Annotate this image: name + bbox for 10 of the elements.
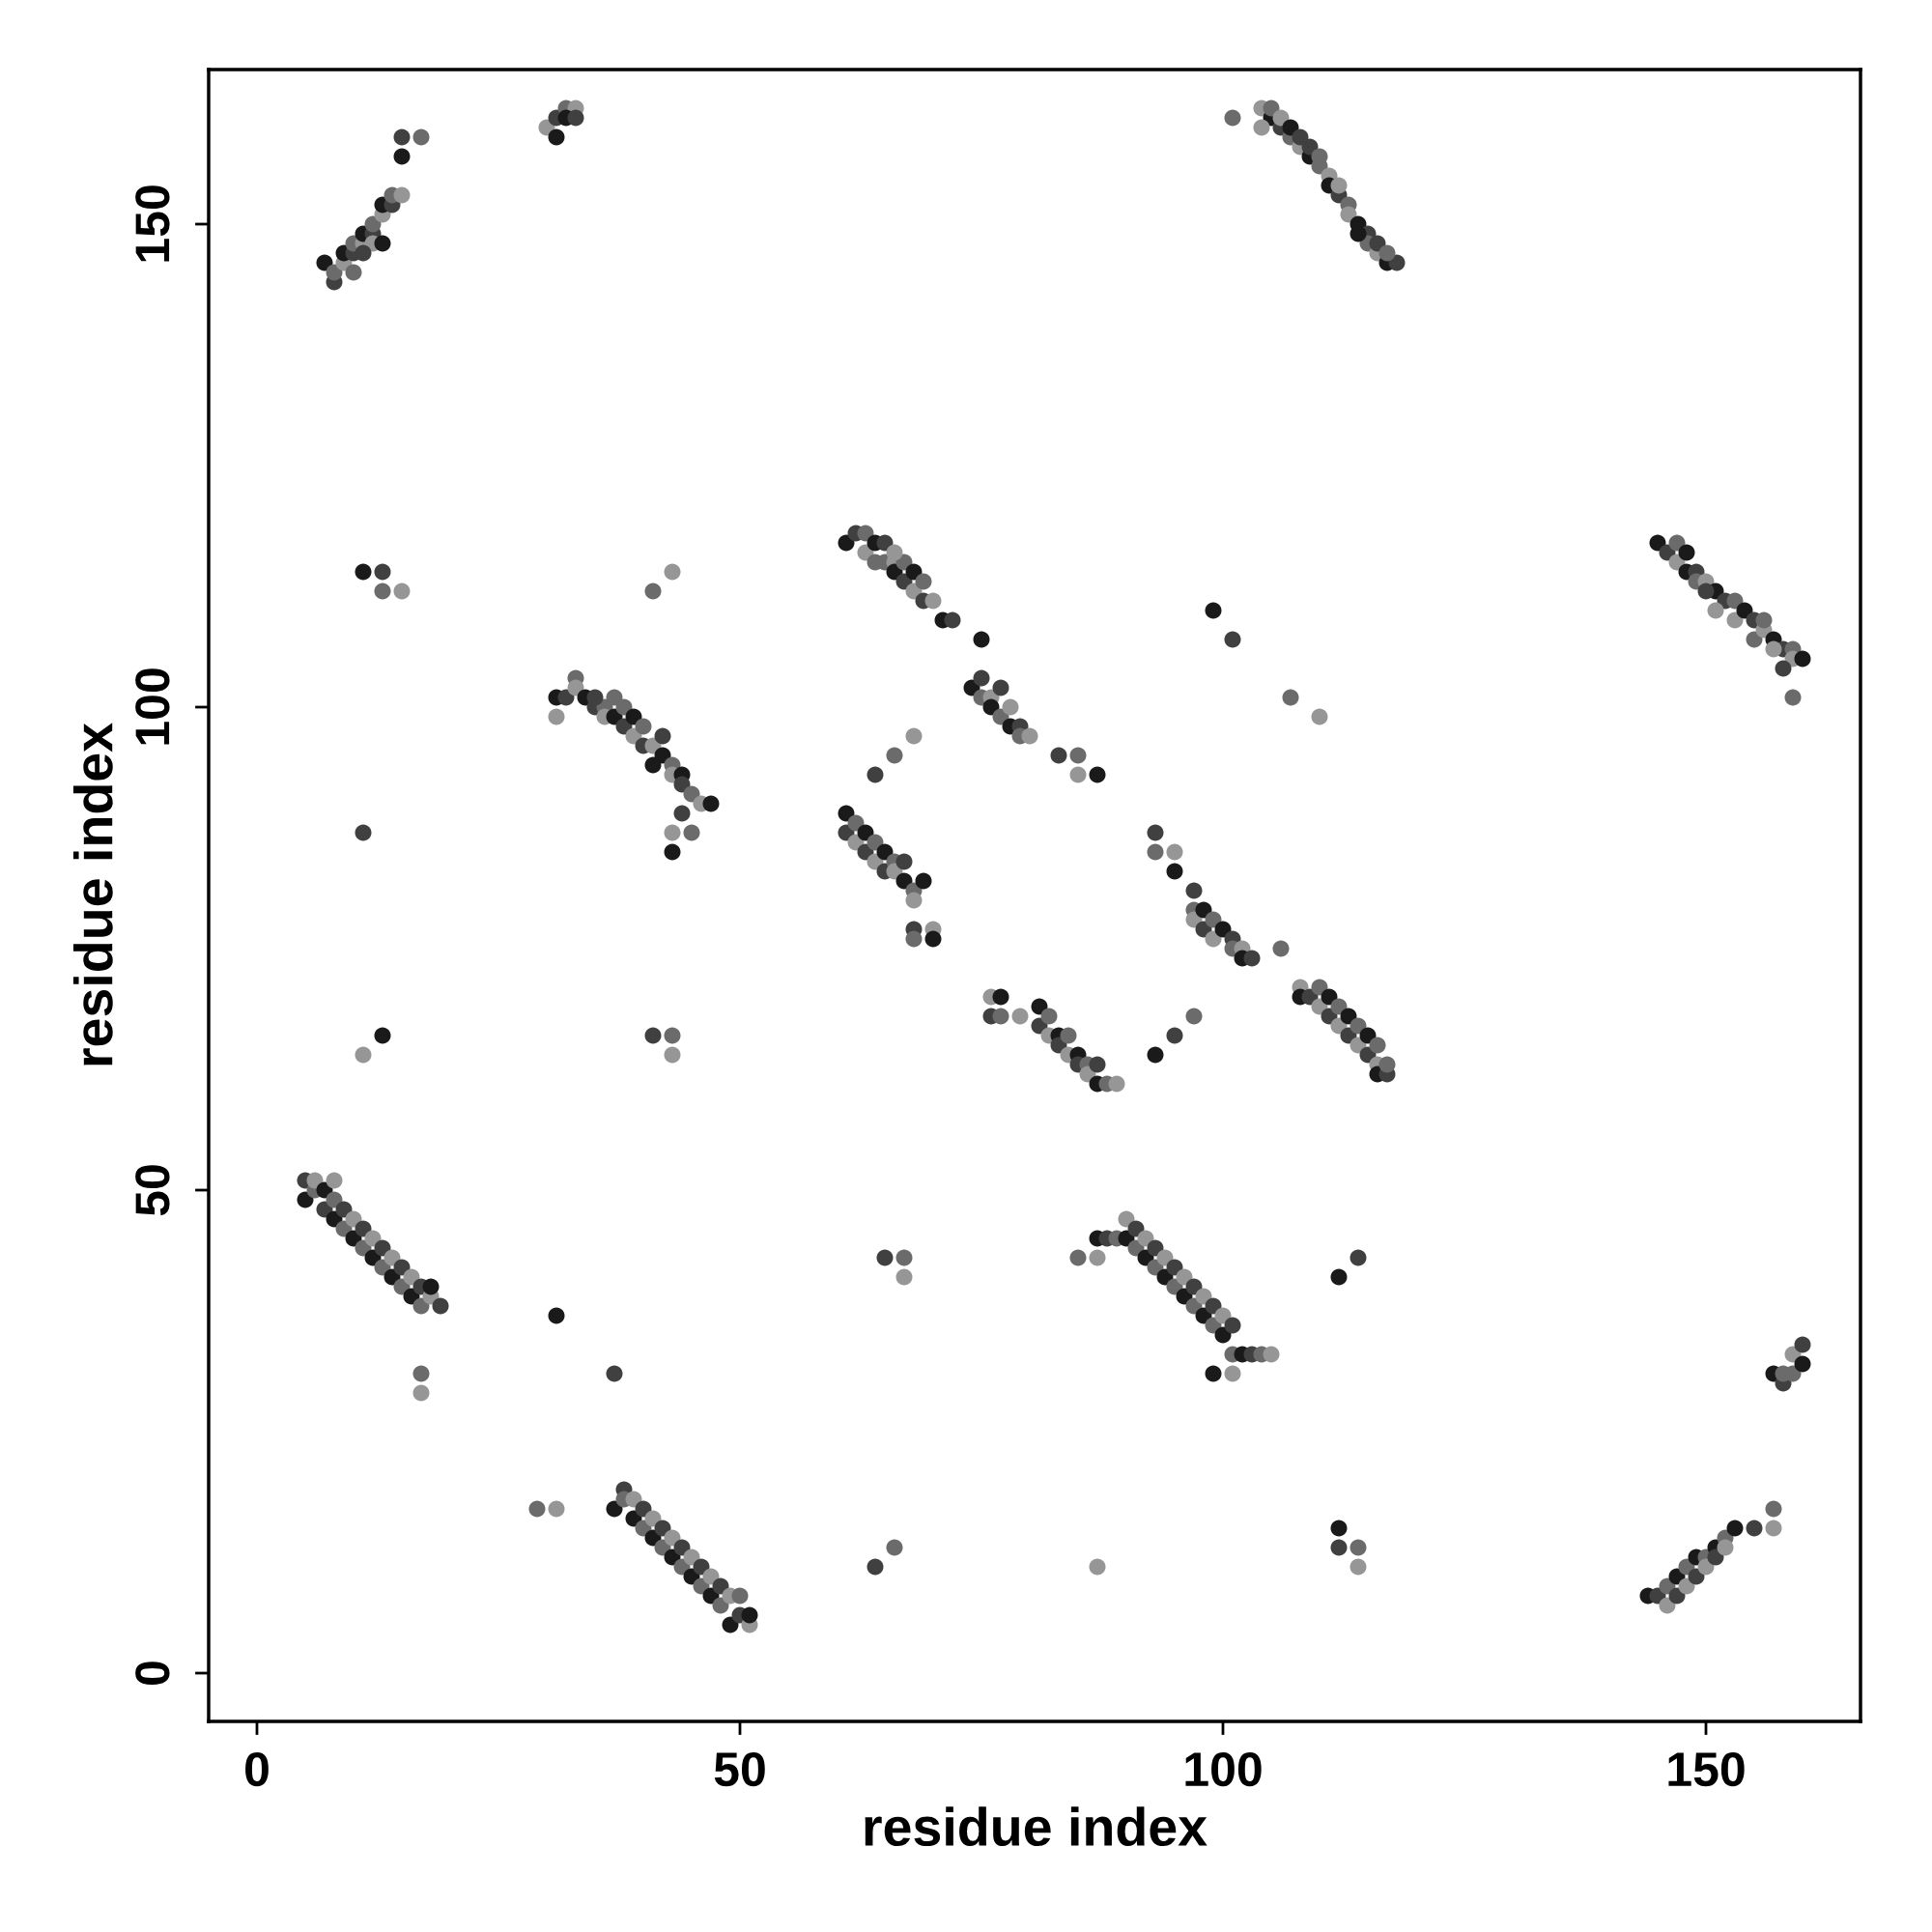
y-tick-label: 100 <box>135 668 170 745</box>
x-tick-label: 100 <box>1185 1751 1262 1787</box>
x-tick-label: 0 <box>245 1751 269 1787</box>
x-tick-label: 150 <box>1668 1751 1745 1787</box>
x-tick-label: 50 <box>714 1751 765 1787</box>
y-axis-title: residue index <box>72 723 113 1065</box>
y-tick-label: 0 <box>135 1662 170 1685</box>
y-tick-label: 50 <box>135 1165 170 1216</box>
y-tick-label: 150 <box>135 185 170 262</box>
x-axis-title: residue index <box>865 1806 1208 1847</box>
